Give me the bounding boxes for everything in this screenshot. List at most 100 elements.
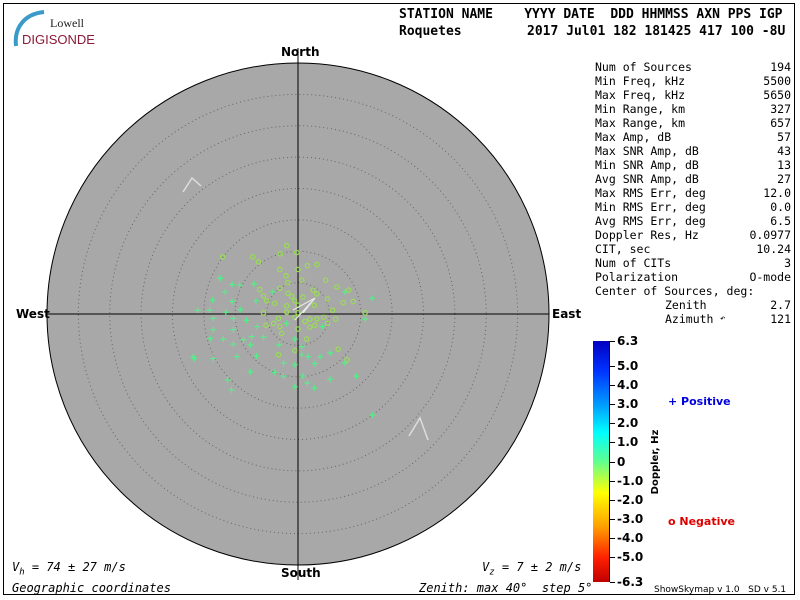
colorbar-tick: [610, 423, 615, 425]
stat-value: 327: [770, 102, 791, 116]
positive-source-point: [369, 295, 376, 302]
positive-source-point: [206, 307, 213, 314]
stat-label: Avg SNR Amp, dB: [595, 172, 699, 186]
legend-negative: o Negative: [668, 515, 736, 528]
velocity-arrow-icon: [292, 297, 316, 321]
negative-source-point: [320, 314, 327, 320]
horizontal-velocity: Vh = 74 ± 27 m/s: [12, 560, 126, 578]
negative-source-point: [329, 307, 336, 314]
negative-source-point: [277, 250, 284, 257]
center-zenith: Zenith 2.7: [665, 298, 791, 312]
positive-source-point: [276, 341, 283, 348]
positive-source-point: [283, 320, 290, 327]
colorbar-tick-label: 2.0: [617, 416, 639, 431]
negative-source-point: [314, 316, 320, 322]
positive-source-point: [222, 289, 229, 296]
negative-source-point: [277, 285, 283, 292]
colorbar-tick: [610, 461, 615, 463]
negative-source-point: [310, 287, 316, 293]
stat-row: Num of CITs 3: [595, 256, 791, 270]
colorbar-tick-label: -6.3: [617, 575, 644, 589]
colorbar-tick-label: -5.0: [617, 550, 644, 565]
negative-source-point: [300, 294, 306, 300]
stat-label: Num of Sources: [595, 60, 692, 74]
colorbar-tick-label: 6.3: [617, 334, 639, 348]
positive-source-point: [224, 376, 231, 383]
positive-source-point: [243, 317, 250, 324]
negative-source-point: [303, 336, 310, 342]
zenith-info: Zenith: max 40° step 5°: [419, 581, 593, 595]
colorbar-tick-label: 5.0: [617, 358, 639, 373]
negative-source-point: [293, 249, 300, 256]
positive-source-point: [207, 335, 214, 342]
negative-source-point: [302, 318, 308, 325]
positive-source-point: [229, 281, 236, 288]
negative-source-point: [219, 254, 226, 260]
positive-source-point: [291, 336, 298, 343]
positive-source-point: [369, 412, 376, 419]
digisonde-logo: Lowell DIGISONDE: [10, 8, 95, 50]
negative-source-point: [250, 254, 256, 260]
negative-source-point: [314, 291, 320, 297]
stat-value: 13: [777, 158, 791, 172]
stat-label: Max Range, km: [595, 116, 686, 130]
vertical-velocity: Vz = 7 ± 2 m/s: [482, 560, 582, 578]
colorbar-tick: [610, 518, 615, 520]
colorbar-tick-label: 4.0: [617, 377, 639, 392]
positive-source-point: [252, 297, 259, 304]
negative-source-point: [260, 309, 267, 316]
skymap-frame: [3, 3, 795, 595]
stat-label: Min SNR Amp, dB: [595, 158, 699, 172]
colorbar-tick: [610, 499, 615, 501]
negative-source-point: [278, 330, 285, 337]
negative-source-point: [288, 293, 295, 300]
logo-text-digisonde: DIGISONDE: [22, 32, 95, 47]
colorbar-tick: [610, 341, 615, 342]
stat-label: Max Amp, dB: [595, 130, 672, 144]
stat-row: Max SNR Amp, dB 43: [595, 144, 791, 158]
negative-source-point: [283, 272, 289, 279]
legend-positive: + Positive: [668, 395, 731, 408]
stat-label: Polarization: [595, 270, 679, 284]
positive-source-point: [362, 316, 369, 323]
positive-source-point: [311, 360, 318, 367]
negative-source-point: [298, 277, 305, 283]
stat-row: Min Freq, kHz 5500: [595, 74, 791, 88]
stat-label: Min Range, km: [595, 102, 686, 116]
negative-source-point: [256, 286, 263, 293]
stat-value: 657: [770, 116, 791, 130]
stat-row: Max Amp, dB 57: [595, 130, 791, 144]
negative-source-point: [255, 259, 262, 265]
coordinate-system: Geographic coordinates: [12, 581, 171, 595]
positive-source-point: [319, 323, 326, 330]
positive-source-point: [304, 380, 311, 387]
negative-source-point: [277, 266, 283, 273]
negative-source-point: [307, 324, 313, 330]
positive-source-point: [210, 326, 217, 333]
logo-text-lowell: Lowell: [50, 16, 84, 30]
positive-source-point: [237, 306, 244, 313]
colorbar-tick-label: 1.0: [617, 435, 639, 450]
negative-source-point: [277, 323, 283, 330]
positive-source-point: [230, 341, 237, 348]
positive-source-point: [311, 385, 318, 392]
stat-value: 43: [777, 144, 791, 158]
stat-value: 5500: [763, 74, 791, 88]
stat-label: Num of CITs: [595, 256, 672, 270]
stat-value: 6.5: [770, 214, 791, 228]
station-name: Roquetes: [399, 24, 462, 39]
negative-source-point: [304, 262, 311, 269]
plus-icon: +: [668, 395, 682, 408]
colorbar-tick: [610, 582, 615, 583]
stat-row: Num of Sources 194: [595, 60, 791, 74]
chevron-icon: [408, 416, 429, 441]
positive-source-point: [298, 351, 305, 358]
negative-source-point: [263, 298, 270, 304]
positive-source-point: [228, 386, 235, 393]
stat-row: Avg RMS Err, deg 6.5: [595, 214, 791, 228]
stat-row: Max Range, km 657: [595, 116, 791, 130]
skymap-plot: [46, 48, 550, 580]
colorbar-tick: [610, 538, 615, 539]
positive-source-point: [353, 373, 360, 380]
center-azimuth: Azimuth ↶ 121: [665, 312, 791, 326]
